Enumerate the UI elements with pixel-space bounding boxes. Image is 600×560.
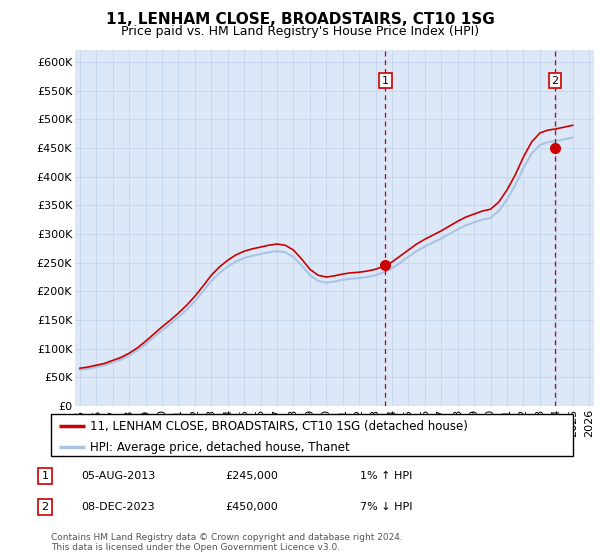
Text: This data is licensed under the Open Government Licence v3.0.: This data is licensed under the Open Gov… — [51, 543, 340, 552]
Text: 1: 1 — [41, 471, 49, 481]
Text: Price paid vs. HM Land Registry's House Price Index (HPI): Price paid vs. HM Land Registry's House … — [121, 25, 479, 38]
Text: 1: 1 — [382, 76, 389, 86]
Text: £450,000: £450,000 — [225, 502, 278, 512]
Text: £245,000: £245,000 — [225, 471, 278, 481]
Text: 05-AUG-2013: 05-AUG-2013 — [81, 471, 155, 481]
Text: HPI: Average price, detached house, Thanet: HPI: Average price, detached house, Than… — [90, 441, 350, 454]
Text: Contains HM Land Registry data © Crown copyright and database right 2024.: Contains HM Land Registry data © Crown c… — [51, 533, 403, 542]
Text: 7% ↓ HPI: 7% ↓ HPI — [360, 502, 413, 512]
Text: 1% ↑ HPI: 1% ↑ HPI — [360, 471, 412, 481]
Text: 08-DEC-2023: 08-DEC-2023 — [81, 502, 155, 512]
Text: 2: 2 — [41, 502, 49, 512]
Text: 11, LENHAM CLOSE, BROADSTAIRS, CT10 1SG (detached house): 11, LENHAM CLOSE, BROADSTAIRS, CT10 1SG … — [90, 419, 468, 433]
Text: 11, LENHAM CLOSE, BROADSTAIRS, CT10 1SG: 11, LENHAM CLOSE, BROADSTAIRS, CT10 1SG — [106, 12, 494, 27]
Text: 2: 2 — [551, 76, 559, 86]
